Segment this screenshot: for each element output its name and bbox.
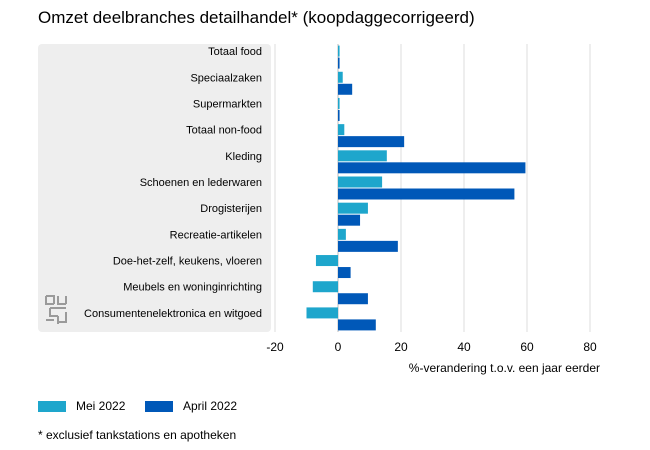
bar [338, 83, 353, 95]
bar [338, 109, 340, 121]
category-label: Consumentenelektronica en witgoed [84, 308, 262, 320]
footnote: * exclusief tankstations en apotheken [38, 428, 237, 442]
legend-swatch-april [145, 400, 173, 412]
bar [338, 202, 368, 214]
x-tick-label: 80 [583, 340, 597, 354]
legend-item-april: April 2022 [145, 399, 237, 413]
bar [338, 136, 405, 148]
legend-swatch-mei [38, 400, 66, 412]
bars [306, 45, 526, 331]
bar [338, 214, 361, 226]
legend-label-april: April 2022 [183, 399, 238, 413]
bar [338, 267, 351, 279]
x-tick-label: 0 [335, 340, 342, 354]
bar [338, 45, 340, 57]
category-label: Recreatie-artikelen [170, 229, 262, 241]
bar [338, 97, 340, 109]
bar-chart: Totaal food Speciaalzaken Supermarkten Tota… [38, 44, 600, 375]
category-label: Supermarkten [193, 98, 262, 110]
bar [338, 57, 340, 69]
bar [338, 162, 526, 174]
bar [338, 188, 515, 200]
category-label: Meubels en woninginrichting [123, 282, 262, 294]
bar [338, 319, 376, 331]
bar [338, 228, 346, 240]
x-tick-label: 40 [457, 340, 471, 354]
legend-item-mei: Mei 2022 [38, 399, 125, 413]
bar [338, 176, 383, 188]
category-label: Doe-het-zelf, keukens, vloeren [113, 256, 262, 268]
category-label: Speciaalzaken [190, 72, 262, 84]
bar [312, 281, 338, 293]
category-label: Totaal non-food [186, 125, 262, 137]
bar [338, 150, 387, 162]
bar [306, 307, 338, 319]
bar [338, 124, 345, 136]
x-tick-labels: -20 0 20 40 60 80 [266, 340, 597, 354]
category-label: Schoenen en lederwaren [140, 177, 262, 189]
cbs-logo [45, 295, 67, 324]
category-label: Totaal food [208, 46, 262, 58]
x-tick-label: 60 [520, 340, 534, 354]
legend-label-mei: Mei 2022 [76, 399, 126, 413]
category-label: Drogisterijen [200, 203, 262, 215]
category-labels: Totaal food Speciaalzaken Supermarkten Tota… [84, 46, 262, 320]
category-label: Kleding [225, 151, 262, 163]
x-tick-label: -20 [266, 340, 284, 354]
category-panel [38, 44, 271, 332]
bar [315, 255, 338, 267]
chart-title: Omzet deelbranches detailhandel* (koopda… [38, 8, 475, 27]
bar [338, 71, 343, 83]
bar [338, 240, 398, 252]
x-axis-label: %-verandering t.o.v. een jaar eerder [409, 361, 600, 375]
bar [338, 293, 368, 305]
x-tick-label: 20 [394, 340, 408, 354]
